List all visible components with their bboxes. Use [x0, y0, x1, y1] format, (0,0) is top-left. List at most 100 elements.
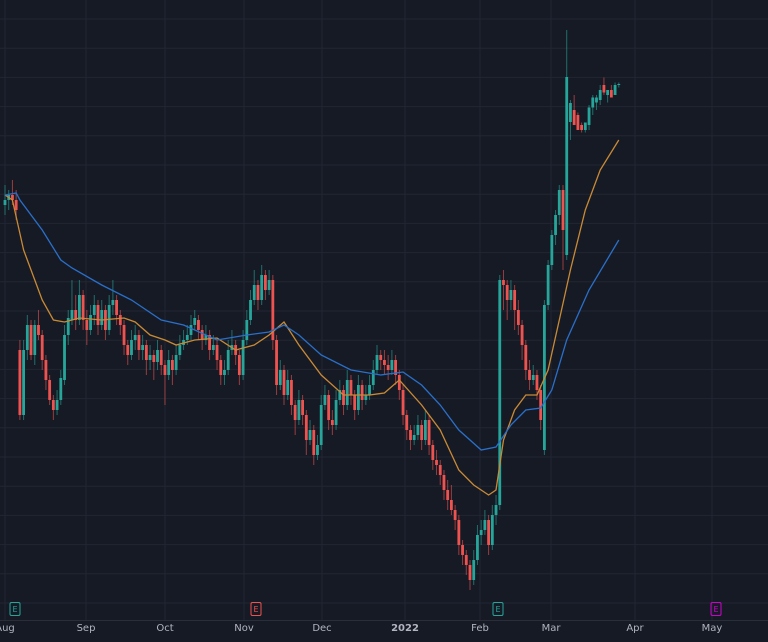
candle-body: [133, 335, 137, 340]
candle-body: [89, 315, 92, 330]
candle-body: [494, 505, 498, 515]
candle-body: [118, 315, 122, 325]
candle-body: [290, 380, 293, 405]
candle-body: [25, 325, 29, 350]
candle-body: [371, 370, 375, 385]
candle-body: [550, 235, 554, 265]
candle-body: [278, 370, 282, 385]
candle-body: [572, 110, 576, 125]
earnings-marker-icon[interactable]: E: [710, 602, 722, 616]
candle-body: [617, 84, 621, 85]
candle-body: [70, 310, 74, 320]
candle-body: [159, 350, 163, 365]
candle-body: [122, 325, 126, 345]
candle-body: [264, 275, 267, 290]
candle-body: [40, 335, 44, 360]
candle-body: [524, 345, 528, 370]
candle-body: [271, 280, 275, 340]
candle-body: [130, 340, 133, 355]
earnings-marker-icon[interactable]: E: [9, 602, 21, 616]
candle-body: [74, 310, 78, 320]
candle-body: [472, 560, 476, 580]
candle-body: [397, 375, 401, 390]
earnings-marker-icon[interactable]: E: [492, 602, 504, 616]
candle-body: [576, 115, 580, 130]
candle-body: [338, 390, 342, 400]
candle-body: [267, 280, 271, 290]
candle-body: [349, 380, 353, 395]
candle-body: [51, 400, 55, 410]
candle-body: [531, 375, 535, 380]
candle-body: [609, 90, 613, 98]
candle-body: [293, 405, 297, 420]
candle-body: [442, 475, 446, 490]
candle-body: [174, 355, 178, 370]
earnings-marker-icon[interactable]: E: [250, 602, 262, 616]
candle-body: [401, 390, 405, 415]
candle-body: [502, 280, 505, 285]
candle-body: [29, 325, 33, 355]
candle-body: [178, 345, 182, 355]
candle-body: [598, 90, 602, 100]
candle-body: [92, 305, 96, 315]
candle-body: [357, 385, 360, 410]
candle-body: [163, 365, 167, 375]
candle-body: [595, 97, 598, 103]
candle-body: [85, 320, 89, 330]
candle-body: [301, 400, 304, 415]
candle-body: [33, 325, 37, 355]
candle-body: [409, 430, 412, 440]
candle-body: [487, 520, 490, 545]
candle-body: [223, 370, 226, 375]
candle-body: [137, 335, 141, 350]
candle-body: [516, 310, 520, 325]
candle-body: [81, 295, 85, 320]
candle-body: [342, 390, 345, 405]
candle-body: [431, 445, 435, 460]
candle-body: [96, 305, 100, 325]
x-tick-label-sep: Sep: [76, 623, 96, 634]
candle-body: [14, 200, 18, 210]
candle-body: [405, 415, 409, 430]
candle-body: [44, 360, 48, 380]
candle-body: [528, 370, 531, 380]
candle-body: [446, 490, 450, 500]
candle-body: [427, 420, 431, 445]
candle-body: [513, 290, 517, 310]
candle-body: [461, 545, 464, 555]
candle-body: [215, 345, 219, 360]
candle-body: [22, 350, 25, 415]
x-tick-label-dec: Dec: [312, 623, 332, 634]
candle-body: [211, 345, 215, 350]
candle-body: [334, 400, 338, 425]
x-tick-label-mar: Mar: [541, 623, 561, 634]
candle-body: [275, 340, 278, 385]
candle-body: [167, 360, 171, 375]
candle-body: [613, 85, 617, 95]
candle-body: [554, 215, 557, 235]
candle-body: [144, 345, 148, 360]
candle-body: [416, 425, 420, 435]
candle-body: [412, 435, 416, 440]
candle-body: [245, 320, 249, 340]
candle-body: [171, 360, 174, 370]
candle-body: [360, 385, 364, 400]
candle-body: [107, 305, 111, 330]
candle-body: [468, 565, 472, 580]
candle-body: [200, 330, 204, 340]
candle-body: [435, 460, 438, 465]
candle-body: [375, 355, 379, 370]
candle-body: [78, 295, 81, 320]
candle-body: [483, 520, 487, 530]
candle-body: [457, 520, 461, 545]
candle-body: [420, 425, 424, 440]
candle-body: [48, 380, 52, 400]
candle-body: [115, 300, 118, 315]
candle-body: [606, 90, 610, 95]
candle-body: [379, 355, 383, 360]
x-tick-label-apr: Apr: [626, 623, 644, 634]
candle-body: [450, 500, 453, 510]
candle-body: [569, 103, 572, 122]
candle-body: [464, 555, 468, 565]
